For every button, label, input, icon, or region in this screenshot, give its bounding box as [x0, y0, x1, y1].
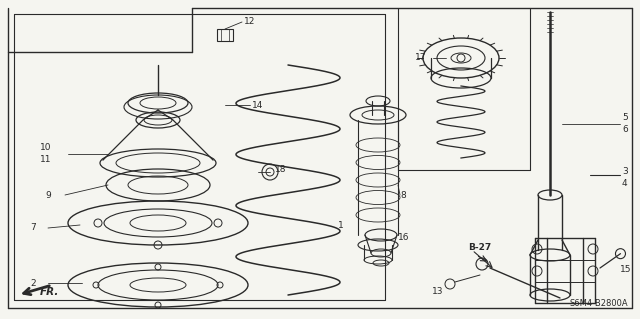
- Text: 16: 16: [398, 234, 410, 242]
- Text: 18: 18: [275, 166, 287, 174]
- Text: 9: 9: [45, 190, 51, 199]
- Text: S6M4-B2800A: S6M4-B2800A: [570, 299, 628, 308]
- Text: 17: 17: [415, 54, 426, 63]
- Text: 15: 15: [620, 265, 632, 275]
- Text: 8: 8: [400, 190, 406, 199]
- Bar: [217, 29, 233, 41]
- Text: 4: 4: [622, 180, 628, 189]
- Text: 7: 7: [30, 224, 36, 233]
- Text: 1: 1: [338, 220, 344, 229]
- Text: 11: 11: [40, 155, 51, 165]
- Text: 12: 12: [244, 18, 255, 26]
- Text: 3: 3: [622, 167, 628, 176]
- Text: 14: 14: [252, 100, 264, 109]
- Text: 5: 5: [622, 114, 628, 122]
- Text: FR.: FR.: [40, 287, 60, 297]
- Text: 2: 2: [30, 278, 36, 287]
- Text: 13: 13: [432, 287, 444, 296]
- Text: B-27: B-27: [468, 243, 492, 253]
- Text: 6: 6: [622, 125, 628, 135]
- Text: 10: 10: [40, 144, 51, 152]
